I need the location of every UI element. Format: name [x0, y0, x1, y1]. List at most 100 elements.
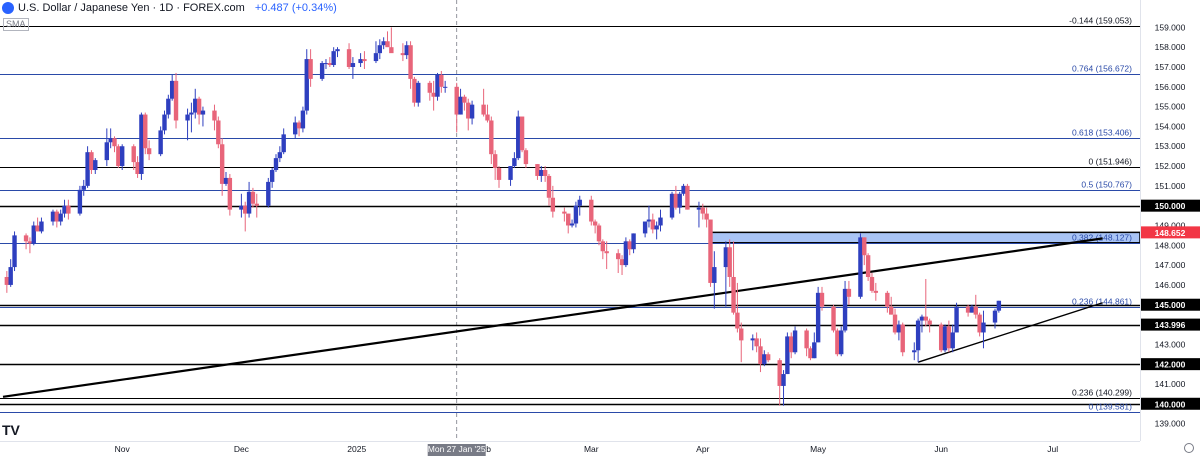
candle	[462, 94, 467, 111]
candle-body	[331, 51, 336, 66]
candle-body	[8, 267, 13, 285]
candle	[89, 150, 94, 174]
candle-body	[865, 255, 871, 277]
level-price-tag: 143.996	[1141, 318, 1200, 331]
candle-body	[704, 213, 709, 220]
candle-body	[839, 330, 844, 355]
candle-body	[454, 86, 459, 115]
candle-body	[250, 191, 256, 204]
candle	[642, 221, 648, 238]
candle	[427, 80, 432, 101]
level-price-tag: 142.000	[1141, 358, 1200, 371]
candle	[269, 168, 275, 188]
candle-body	[573, 205, 579, 224]
candle-body	[673, 193, 679, 208]
candle	[469, 100, 475, 125]
candle-body	[858, 237, 863, 297]
candle	[39, 217, 44, 234]
level-price-tag-text: 145.000	[1155, 300, 1186, 310]
candle	[131, 144, 136, 171]
candle	[627, 239, 632, 256]
candle-body	[873, 290, 879, 293]
candle-body	[23, 235, 29, 242]
candle	[677, 191, 682, 214]
candle	[50, 209, 56, 226]
candle	[193, 88, 198, 119]
chart-legend: U.S. Dollar / Japanese Yen · 1D · FOREX.…	[0, 0, 337, 16]
candle-body	[442, 86, 448, 88]
candle	[696, 201, 702, 228]
candle	[631, 233, 636, 254]
candle-body	[550, 197, 556, 212]
candle-body	[362, 59, 367, 62]
candle	[223, 171, 229, 186]
candle-body	[81, 185, 86, 190]
candle	[196, 96, 202, 125]
candle-body	[627, 241, 632, 250]
candle-body	[754, 338, 759, 347]
candle-body	[846, 288, 852, 297]
candle-body	[677, 193, 682, 208]
price-tick-label: 158.000	[1155, 42, 1186, 52]
candle	[385, 31, 390, 48]
candle	[466, 98, 471, 131]
level-price-tag-bg	[1141, 318, 1200, 331]
candle-body	[923, 316, 928, 321]
candle-body	[31, 225, 36, 244]
candle-body	[131, 146, 136, 163]
candle-body	[892, 314, 898, 333]
candle-body	[942, 326, 948, 351]
candle	[277, 146, 283, 163]
candle	[404, 41, 409, 60]
level-label: 0.618 (153.406)	[1072, 128, 1132, 138]
candle	[700, 203, 705, 220]
candle	[523, 148, 529, 169]
candle-body	[227, 177, 233, 210]
candle-body	[358, 59, 363, 64]
candle	[135, 156, 140, 178]
candle-body	[508, 166, 513, 180]
time-tick-label: Jun	[934, 444, 948, 454]
price-tick-label: 157.000	[1155, 62, 1186, 72]
candle	[362, 51, 367, 69]
candle	[623, 237, 629, 268]
candle	[116, 144, 121, 169]
candle	[331, 47, 336, 68]
candle-body	[569, 223, 575, 226]
candle	[550, 185, 556, 218]
price-tick-label: 149.000	[1155, 220, 1186, 230]
time-tick-label: Mar	[584, 444, 599, 454]
level-price-tag-text: 140.000	[1155, 399, 1186, 409]
candle	[81, 179, 86, 196]
candle-body	[950, 332, 955, 349]
candle-body	[381, 41, 386, 46]
candle	[762, 350, 767, 367]
candle	[12, 231, 17, 272]
time-tick-label: Jul	[1047, 444, 1058, 454]
candle	[873, 282, 879, 301]
candle	[735, 282, 740, 333]
candle	[938, 322, 944, 353]
candle-body	[712, 267, 717, 283]
candle-body	[981, 322, 986, 333]
candle-body	[900, 324, 905, 353]
candle	[458, 88, 463, 115]
candle	[566, 213, 571, 234]
level-price-tag-text: 150.000	[1155, 201, 1186, 211]
candle-body	[915, 320, 921, 351]
candle	[416, 80, 421, 107]
candle	[246, 181, 252, 218]
candle-body	[862, 237, 867, 256]
candle-body	[654, 225, 659, 230]
sma-indicator-tag[interactable]: SMA	[3, 18, 29, 31]
candle	[646, 205, 652, 228]
candle	[842, 280, 848, 333]
price-tick-label: 141.000	[1155, 379, 1186, 389]
price-tick-label: 151.000	[1155, 181, 1186, 191]
candle	[250, 187, 256, 208]
candle	[335, 47, 340, 58]
chart-settings-icon[interactable]	[1184, 443, 1194, 453]
candle	[685, 183, 690, 210]
